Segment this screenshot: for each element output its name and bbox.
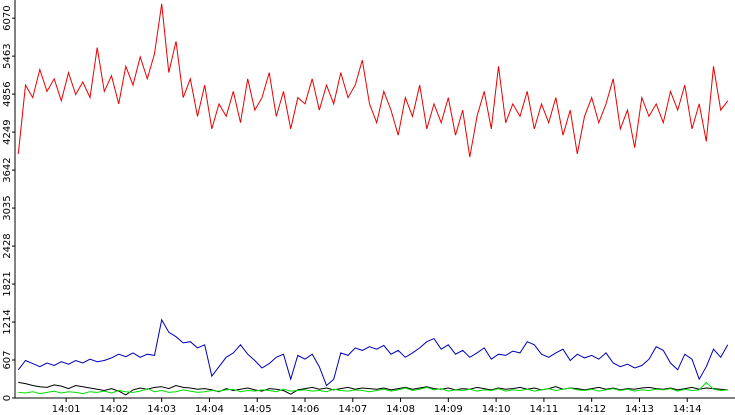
- x-tick-label: 14:07: [338, 404, 367, 415]
- x-tick-label: 14:08: [386, 404, 415, 415]
- x-tick-label: 14:11: [529, 404, 558, 415]
- x-tick-label: 14:13: [625, 404, 654, 415]
- x-tick-label: 14:02: [99, 404, 128, 415]
- x-tick-label: 14:01: [52, 404, 81, 415]
- series-line: [18, 381, 728, 395]
- x-tick-label: 14:06: [291, 404, 320, 415]
- x-tick-label: 14:05: [243, 404, 272, 415]
- y-tick-label: 3642: [2, 157, 13, 182]
- y-tick-label: 4249: [2, 119, 13, 144]
- series-line: [18, 381, 728, 396]
- series-line: [17, 3, 729, 158]
- y-tick-label: 0: [2, 395, 13, 401]
- x-tick-label: 14:09: [434, 404, 463, 415]
- y-tick-label: 2428: [2, 233, 13, 258]
- series-line: [17, 318, 729, 387]
- y-tick-label: 1821: [2, 271, 13, 296]
- x-tick-label: 14:04: [195, 404, 224, 415]
- x-tick-label: 14:03: [147, 404, 176, 415]
- y-tick-label: 3035: [2, 195, 13, 220]
- y-tick-label: 6070: [2, 5, 13, 30]
- y-tick-label: 4856: [2, 81, 13, 106]
- y-tick-label: 5463: [2, 43, 13, 68]
- x-tick-label: 14:10: [482, 404, 511, 415]
- x-tick-label: 14:12: [577, 404, 606, 415]
- x-tick-label: 14:14: [673, 404, 702, 415]
- y-tick-label: 1214: [2, 309, 13, 334]
- y-tick-label: 607: [2, 350, 13, 369]
